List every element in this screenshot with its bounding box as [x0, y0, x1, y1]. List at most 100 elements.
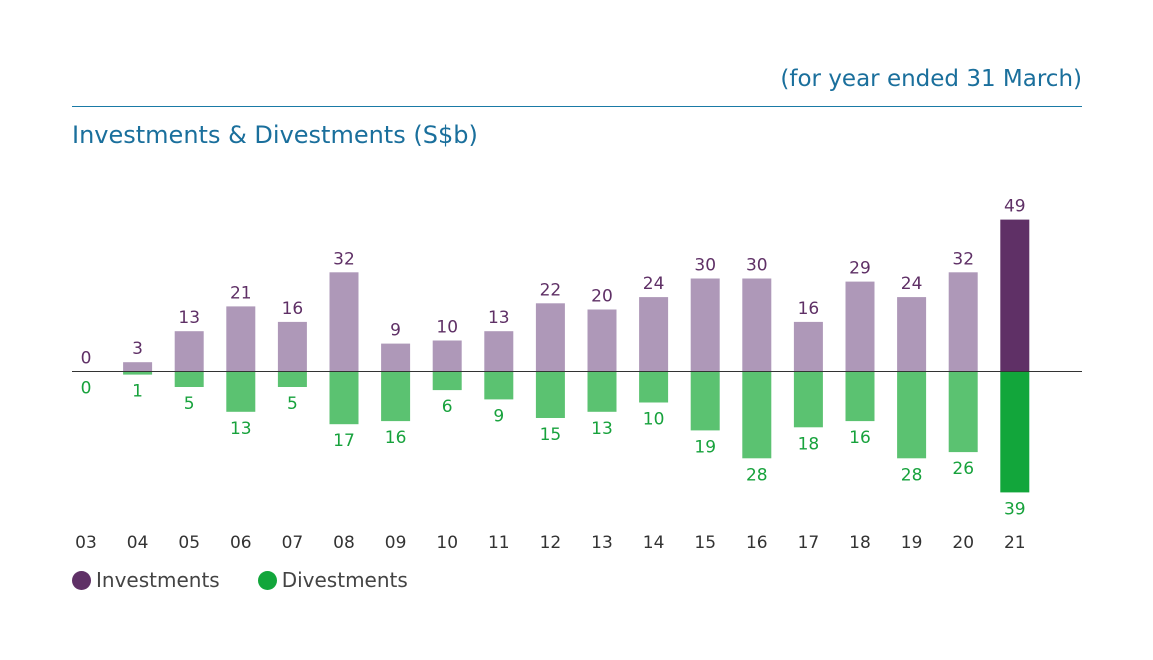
investments-value-label: 30 — [694, 256, 716, 276]
investments-value-label: 10 — [436, 318, 458, 338]
divestments-value-label: 10 — [643, 410, 665, 430]
investments-value-label: 21 — [230, 283, 252, 303]
investments-bar-17 — [793, 321, 823, 372]
investments-value-label: 16 — [798, 299, 820, 319]
x-tick-label: 03 — [75, 533, 97, 553]
divestments-bar-08 — [329, 371, 359, 425]
investments-bar-09 — [381, 343, 411, 372]
investments-value-label: 29 — [849, 259, 871, 279]
x-tick-label: 12 — [540, 533, 562, 553]
divestments-value-label: 17 — [333, 431, 355, 451]
divestments-value-label: 0 — [81, 379, 92, 399]
divestments-value-label: 26 — [952, 459, 974, 479]
divestments-value-label: 6 — [442, 397, 453, 417]
divestments-value-label: 19 — [694, 437, 716, 457]
divestments-bar-20 — [948, 371, 978, 453]
investments-bar-16 — [742, 278, 772, 372]
legend-item-divestments: Divestments — [257, 568, 408, 592]
divestments-bar-18 — [845, 371, 875, 422]
divestments-bar-07 — [277, 371, 307, 387]
x-tick-label: 13 — [591, 533, 613, 553]
divestments-bar-04 — [123, 371, 153, 375]
x-tick-label: 14 — [643, 533, 665, 553]
investments-bar-13 — [587, 309, 617, 372]
divestments-bar-09 — [381, 371, 411, 422]
x-tick-label: 11 — [488, 533, 510, 553]
investments-bar-08 — [329, 272, 359, 372]
divestments-bar-11 — [484, 371, 514, 400]
x-tick-label: 04 — [127, 533, 149, 553]
divestments-value-label: 18 — [798, 434, 820, 454]
chart-legend: Investments Divestments — [72, 568, 446, 592]
legend-swatch-investments — [72, 570, 91, 590]
investments-bar-04 — [123, 362, 153, 372]
x-tick-label: 16 — [746, 533, 768, 553]
divestments-bar-10 — [432, 371, 462, 391]
investments-value-label: 13 — [178, 308, 200, 328]
divestments-value-label: 15 — [540, 425, 562, 445]
investments-bar-20 — [948, 272, 978, 372]
legend-swatch-divestments — [257, 570, 277, 590]
x-tick-label: 21 — [1004, 533, 1026, 553]
investments-bar-11 — [484, 331, 514, 372]
divestments-bar-12 — [535, 371, 565, 418]
investments-bar-15 — [690, 278, 720, 372]
investments-bar-14 — [639, 297, 669, 372]
divestments-bar-17 — [793, 371, 823, 428]
x-tick-label: 18 — [849, 533, 871, 553]
divestments-bar-06 — [226, 371, 256, 412]
investments-bar-19 — [897, 297, 927, 372]
x-tick-label: 06 — [230, 533, 252, 553]
header-divider — [72, 106, 1082, 107]
investments-value-label: 22 — [540, 280, 562, 300]
divestments-value-label: 1 — [132, 382, 143, 402]
investments-value-label: 49 — [1004, 197, 1026, 217]
x-tick-label: 19 — [901, 533, 923, 553]
investments-value-label: 13 — [488, 308, 510, 328]
investments-bar-06 — [226, 306, 256, 372]
divestments-bar-14 — [639, 371, 669, 403]
divestments-value-label: 39 — [1004, 499, 1026, 519]
x-tick-label: 08 — [333, 533, 355, 553]
investments-value-label: 32 — [333, 249, 355, 269]
divestments-value-label: 5 — [287, 394, 298, 414]
investments-value-label: 30 — [746, 256, 768, 276]
divestments-value-label: 5 — [184, 394, 195, 414]
investments-value-label: 0 — [81, 349, 92, 369]
chart-subtitle: (for year ended 31 March) — [780, 66, 1082, 92]
x-tick-label: 17 — [798, 533, 820, 553]
investments-bar-18 — [845, 281, 875, 372]
investments-value-label: 20 — [591, 287, 613, 307]
x-tick-label: 10 — [436, 533, 458, 553]
x-tick-label: 09 — [385, 533, 407, 553]
divestments-value-label: 28 — [746, 465, 768, 485]
divestments-bar-05 — [174, 371, 204, 387]
investments-value-label: 32 — [952, 249, 974, 269]
investments-value-label: 16 — [282, 299, 304, 319]
divestments-bar-21 — [1000, 371, 1030, 493]
legend-item-investments: Investments — [72, 568, 220, 592]
divestments-value-label: 28 — [901, 465, 923, 485]
divestments-value-label: 13 — [591, 419, 613, 439]
investments-bar-10 — [432, 340, 462, 372]
divestments-value-label: 9 — [493, 406, 504, 426]
x-tick-label: 07 — [282, 533, 304, 553]
investments-bar-21 — [1000, 219, 1030, 372]
legend-label-divestments: Divestments — [281, 568, 408, 592]
investments-value-label: 24 — [643, 274, 665, 294]
investments-value-label: 24 — [901, 274, 923, 294]
x-tick-label: 15 — [694, 533, 716, 553]
divestments-bar-15 — [690, 371, 720, 431]
chart-title: Investments & Divestments (S$b) — [72, 121, 478, 149]
investments-bar-05 — [174, 331, 204, 372]
investments-value-label: 3 — [132, 339, 143, 359]
divestments-bar-16 — [742, 371, 772, 459]
investments-value-label: 9 — [390, 321, 401, 341]
x-tick-label: 05 — [178, 533, 200, 553]
divestments-value-label: 16 — [385, 428, 407, 448]
divestments-value-label: 13 — [230, 419, 252, 439]
divestments-bar-13 — [587, 371, 617, 412]
investments-bar-12 — [535, 303, 565, 372]
divestments-value-label: 16 — [849, 428, 871, 448]
legend-label-investments: Investments — [96, 568, 220, 592]
